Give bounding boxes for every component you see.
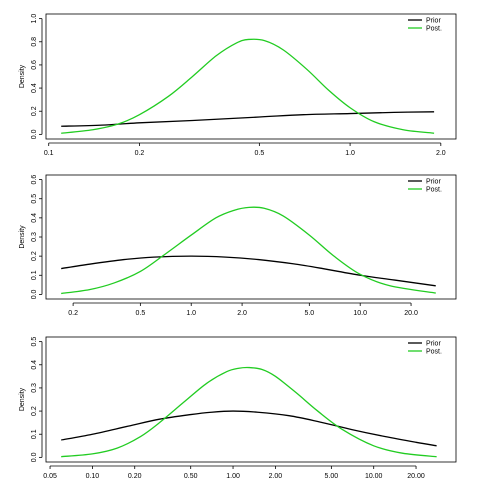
y-tick-label: 0.6 xyxy=(31,60,38,70)
panel-3: 0.0 0.1 0.2 0.3 0.4 0.5 0.05 0.10 0.20 0.50 1.00 2.… xyxy=(19,336,457,480)
plot-frame xyxy=(45,336,457,463)
legend-posterior-label: Post. xyxy=(426,187,442,194)
panel-1: 0.0 0.2 0.4 0.6 0.8 1.0 0.1 0.2 0.5 1.0 2.0 Density… xyxy=(19,13,457,157)
prior-curve xyxy=(61,111,435,127)
panel-2: 0.0 0.1 0.2 0.3 0.4 0.5 0.6 0.2 0.5 1.0 2.0 5.0 10.0… xyxy=(19,174,457,317)
legend-prior-label: Prior xyxy=(426,179,441,186)
y-tick-label: 0.3 xyxy=(31,383,38,393)
y-tick-label: 0.4 xyxy=(31,213,38,223)
x-tick-label: 1.00 xyxy=(226,473,240,480)
posterior-curve xyxy=(61,206,436,295)
x-tick-label: 5.0 xyxy=(304,310,314,317)
x-tick-label: 0.2 xyxy=(68,310,78,317)
posterior-curve xyxy=(61,366,437,458)
posterior-curve xyxy=(61,38,435,134)
x-tick-label: 5.00 xyxy=(325,473,339,480)
x-tick-label: 0.20 xyxy=(128,473,142,480)
y-tick-label: 0.0 xyxy=(31,129,38,139)
y-tick-label: 0.3 xyxy=(31,232,38,242)
prior-curve xyxy=(61,410,437,447)
plot-frame xyxy=(45,174,457,300)
y-tick-label: 0.2 xyxy=(31,406,38,416)
x-tick-label: 20.00 xyxy=(407,473,425,480)
y-axis-label: Density xyxy=(19,225,26,249)
legend-posterior-label: Post. xyxy=(426,349,442,356)
y-tick-label: 0.0 xyxy=(31,452,38,462)
x-tick-label: 10.0 xyxy=(353,310,367,317)
y-tick-label: 0.1 xyxy=(31,270,38,280)
x-tick-label: 10.00 xyxy=(365,473,383,480)
legend-posterior-label: Post. xyxy=(426,26,442,33)
y-tick-label: 0.2 xyxy=(31,251,38,261)
y-tick-label: 0.8 xyxy=(31,37,38,47)
x-tick-label: 0.10 xyxy=(86,473,100,480)
x-tick-label: 2.0 xyxy=(436,150,446,157)
y-tick-label: 0.4 xyxy=(31,360,38,370)
y-axis-label: Density xyxy=(19,64,26,88)
x-tick-label: 20.0 xyxy=(404,310,418,317)
x-tick-label: 0.1 xyxy=(44,150,54,157)
legend-prior-label: Prior xyxy=(426,341,441,348)
y-tick-label: 0.6 xyxy=(31,175,38,185)
y-tick-label: 0.5 xyxy=(31,194,38,204)
y-tick-label: 0.2 xyxy=(31,106,38,116)
x-tick-label: 1.0 xyxy=(345,150,355,157)
x-tick-label: 0.5 xyxy=(135,310,145,317)
y-tick-label: 0.4 xyxy=(31,83,38,93)
x-tick-label: 1.0 xyxy=(186,310,196,317)
y-tick-label: 1.0 xyxy=(31,14,38,24)
y-tick-label: 0.5 xyxy=(31,337,38,347)
x-tick-label: 0.05 xyxy=(43,473,57,480)
x-tick-label: 2.00 xyxy=(269,473,283,480)
x-tick-label: 0.50 xyxy=(184,473,198,480)
y-tick-label: 0.1 xyxy=(31,429,38,439)
y-axis-label: Density xyxy=(19,387,26,411)
legend-prior-label: Prior xyxy=(426,18,441,25)
y-tick-label: 0.0 xyxy=(31,289,38,299)
x-tick-label: 0.2 xyxy=(135,150,145,157)
x-tick-label: 2.0 xyxy=(237,310,247,317)
plot-frame xyxy=(45,13,457,140)
x-tick-label: 0.5 xyxy=(254,150,264,157)
